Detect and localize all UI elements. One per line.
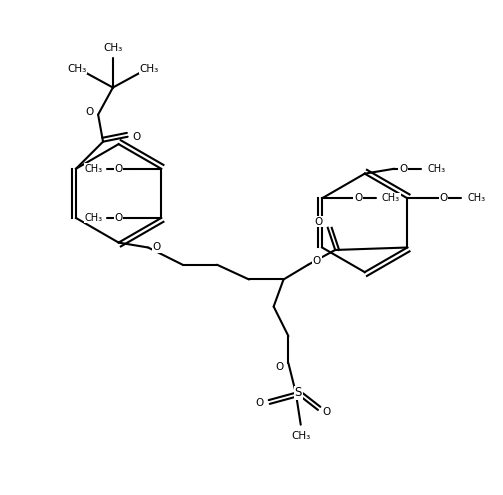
- Text: O: O: [153, 243, 161, 252]
- Text: CH₃: CH₃: [427, 164, 445, 174]
- Text: O: O: [315, 217, 323, 227]
- Text: S: S: [295, 386, 302, 399]
- Text: O: O: [354, 193, 362, 203]
- Text: CH₃: CH₃: [103, 43, 123, 53]
- Text: CH₃: CH₃: [382, 193, 400, 203]
- Text: O: O: [323, 407, 331, 417]
- Text: CH₃: CH₃: [467, 193, 485, 203]
- Text: O: O: [132, 132, 141, 142]
- Text: CH₃: CH₃: [67, 64, 87, 74]
- Text: O: O: [114, 164, 123, 174]
- Text: O: O: [439, 193, 447, 203]
- Text: O: O: [256, 397, 264, 407]
- Text: O: O: [114, 213, 123, 223]
- Text: CH₃: CH₃: [291, 431, 310, 441]
- Text: O: O: [85, 107, 94, 117]
- Text: O: O: [276, 362, 284, 372]
- Text: O: O: [313, 256, 321, 266]
- Text: CH₃: CH₃: [139, 64, 158, 74]
- Text: CH₃: CH₃: [84, 213, 103, 223]
- Text: O: O: [399, 164, 407, 174]
- Text: CH₃: CH₃: [84, 164, 103, 174]
